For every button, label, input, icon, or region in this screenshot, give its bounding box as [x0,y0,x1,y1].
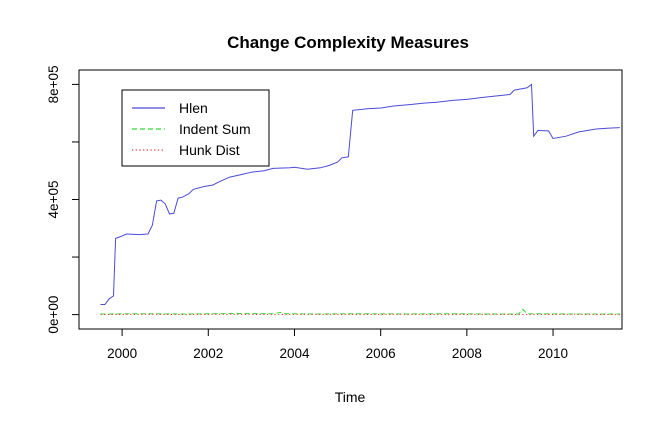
y-tick-labels: 0e+00 4e+05 8e+05 [46,65,61,333]
x-tick-label: 2010 [538,346,568,361]
x-tick-label: 2006 [366,346,396,361]
x-tick-label: 2008 [452,346,482,361]
legend-box [121,89,270,167]
x-tick-labels: 2000 2002 2004 2006 2008 2010 [107,346,568,361]
chart-title: Change Complexity Measures [227,33,469,52]
x-tick-label: 2002 [193,346,223,361]
y-tick-label: 8e+05 [46,65,61,103]
x-tick-label: 2000 [107,346,137,361]
legend: Hlen Indent Sum Hunk Dist [121,89,270,167]
series-line-hlen [100,83,620,305]
series-line-indent-sum [100,308,620,315]
y-tick-label: 0e+00 [46,296,61,334]
axis-ticks [72,83,554,336]
y-tick-label: 4e+05 [46,181,61,219]
legend-label: Indent Sum [179,121,251,137]
x-axis-label: Time [335,389,366,405]
series-lines [100,83,620,316]
legend-label: Hlen [179,100,208,116]
x-tick-label: 2004 [279,346,310,361]
legend-label: Hunk Dist [179,142,240,158]
